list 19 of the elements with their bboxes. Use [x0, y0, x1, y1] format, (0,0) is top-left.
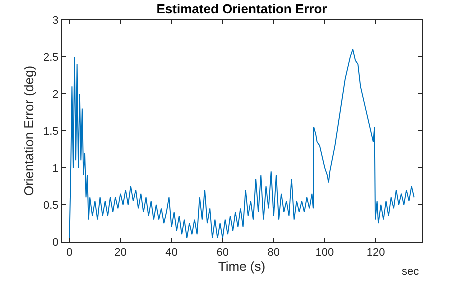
y-tick-label: 2: [52, 88, 59, 101]
x-tick-label: 100: [316, 247, 334, 260]
text: sec: [402, 266, 420, 278]
y-axis-title: Orientation Error (deg): [21, 66, 36, 196]
x-tick-label: 80: [268, 247, 280, 260]
x-tick-label: 40: [166, 247, 178, 260]
y-tick-label: 0.5: [44, 200, 59, 212]
line-series: [69, 49, 415, 239]
x-tick-label: 20: [114, 247, 127, 260]
y-tick-label: 0: [52, 236, 59, 249]
y-tick-label: 1: [52, 162, 59, 175]
x-tick-label: 0: [66, 247, 73, 260]
y-tick-label: 3: [52, 14, 59, 27]
x-tick-label: 60: [216, 247, 229, 260]
x-axis-title: Time (s): [218, 259, 266, 274]
y-tick-label: 2.5: [44, 52, 59, 64]
x-tick-label: 120: [366, 247, 386, 260]
y-tick-label: 1.5: [44, 126, 59, 138]
chart-title: Estimated Orientation Error: [156, 1, 328, 16]
